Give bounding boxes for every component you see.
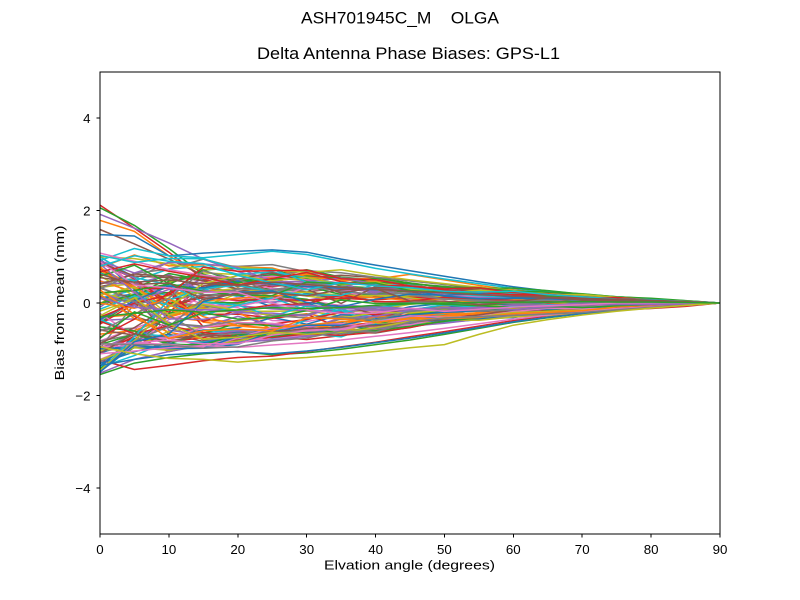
- svg-text:60: 60: [506, 542, 521, 557]
- svg-text:0: 0: [83, 296, 90, 311]
- svg-text:ASH701945C_M OLGA: ASH701945C_M OLGA: [301, 8, 500, 27]
- svg-text:0: 0: [96, 542, 103, 557]
- svg-text:Elvation angle (degrees): Elvation angle (degrees): [324, 557, 495, 572]
- svg-text:Bias from mean (mm): Bias from mean (mm): [52, 226, 67, 381]
- svg-text:Delta Antenna Phase Biases: GP: Delta Antenna Phase Biases: GPS-L1: [257, 44, 560, 63]
- svg-text:20: 20: [230, 542, 245, 557]
- svg-text:−2: −2: [75, 388, 90, 403]
- svg-text:80: 80: [644, 542, 659, 557]
- svg-text:90: 90: [713, 542, 728, 557]
- svg-text:−4: −4: [75, 481, 90, 496]
- svg-text:70: 70: [575, 542, 590, 557]
- svg-text:4: 4: [83, 111, 90, 126]
- svg-text:50: 50: [437, 542, 452, 557]
- svg-text:40: 40: [368, 542, 383, 557]
- svg-text:10: 10: [162, 542, 177, 557]
- svg-text:2: 2: [83, 204, 90, 219]
- svg-text:30: 30: [299, 542, 314, 557]
